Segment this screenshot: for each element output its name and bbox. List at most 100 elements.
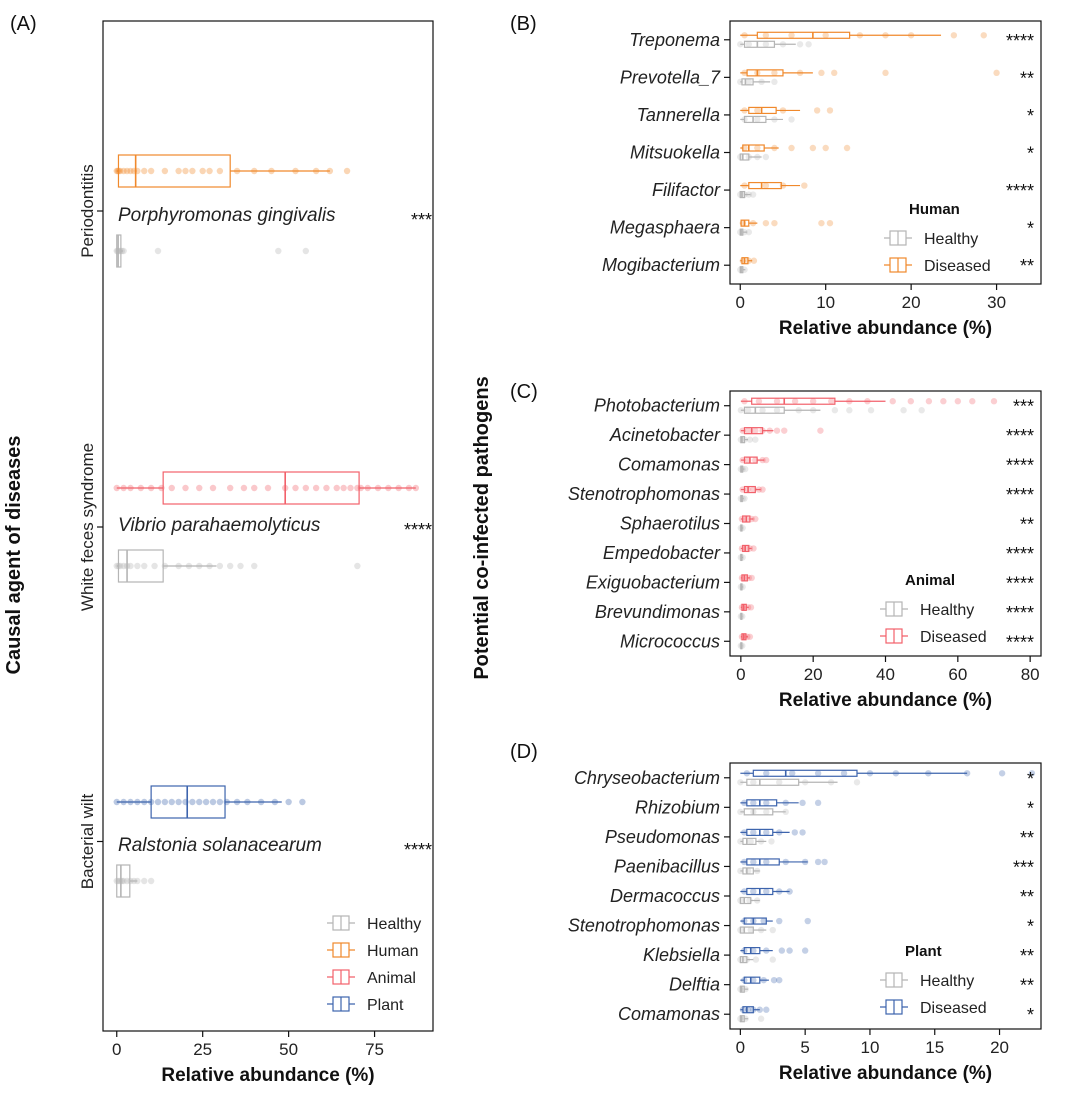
panel-d-klebsiella-significance: ** [1020, 946, 1034, 966]
panel-c-comamonas-diseased-point-4 [762, 456, 770, 464]
panel-b-tannerella-healthy-point-0 [741, 116, 748, 123]
panel-c-empedobacter-significance: **** [1006, 544, 1034, 564]
panel-c-exiguobacterium-diseased-point-2 [745, 574, 753, 582]
panel-c-comamonas-diseased-point-0 [739, 456, 746, 464]
panel-d-chryseobacterium-label: Chryseobacterium [574, 768, 720, 788]
panel-a-legend-label-healthy: Healthy [367, 916, 421, 933]
panel-d-comamonas-diseased-point-3 [756, 1006, 764, 1013]
panel-d-pseudomonas-diseased-point-2 [763, 829, 770, 836]
panel-c-empedobacter-diseased-point-2 [746, 545, 754, 552]
panel-c-micrococcus-diseased-point-1 [741, 633, 748, 640]
panel-c-brevundimonas-diseased-point-2 [744, 604, 752, 611]
panel-b-treponema-diseased-point-5 [882, 32, 889, 39]
panel-b-prevotella-7-healthy-point-1 [745, 78, 752, 86]
panel-d-stenotrophomonas-healthy-point-1 [747, 926, 754, 934]
panel-c-acinetobacter-diseased-point-3 [759, 427, 766, 434]
panel-a-white-feces-syndrome-healthy-point-11 [185, 562, 193, 570]
panel-d-chryseobacterium-significance: * [1027, 769, 1034, 789]
panel-c-micrococcus-healthy-point-0 [737, 642, 745, 649]
panel-d-delftia-diseased-point-2 [760, 976, 767, 984]
panel-c-sphaerotilus-diseased-point-3 [752, 515, 759, 523]
panel-d-rhizobium-diseased-box [746, 799, 778, 807]
panel-b-mogibacterium-healthy-point-1 [741, 266, 748, 273]
panel-d-klebsiella-diseased-point-2 [763, 947, 770, 954]
panel-b-mitsuokella-diseased-point-3 [788, 144, 795, 152]
panel-d-chryseobacterium-healthy-point-4 [827, 779, 835, 786]
panel-a-chart: 0 25 50 75 Relative abundance (%) Periodontit… [78, 20, 434, 1086]
panel-a-periodontitis-healthy-point-1 [114, 247, 121, 255]
panel-d-chryseobacterium-healthy-box [746, 778, 800, 786]
panel-c-acinetobacter-diseased-point-0 [739, 427, 746, 434]
panel-a-periodontitis-healthy-point-2 [115, 247, 123, 255]
panel-c-comamonas-diseased-point-1 [744, 456, 752, 464]
panel-a-bacterial-wilt-diseased-point-19 [257, 798, 265, 806]
panel-d-delftia-diseased-point-4 [776, 976, 783, 984]
panel-d-chryseobacterium-diseased-point-4 [840, 770, 848, 777]
panel-d-x-tick-label-0: 0 [736, 1038, 745, 1057]
panel-d-comamonas-healthy-point-0 [737, 1015, 744, 1022]
panel-a-bacterial-wilt-diseased-point-11 [189, 798, 196, 806]
panel-b-treponema-diseased-box [756, 31, 851, 39]
panel-b-treponema-healthy-point-4 [796, 41, 804, 48]
panel-a-white-feces-syndrome-healthy-point-15 [226, 562, 234, 570]
panel-a-bacterial-wilt-diseased-point-1 [120, 798, 127, 806]
panel-c-acinetobacter-diseased-point-2 [752, 427, 759, 434]
panel-b-prevotella-7-diseased-point-7 [993, 69, 1000, 77]
panel-a-periodontitis-diseased-point-22 [312, 167, 320, 175]
panel-a-white-feces-syndrome-diseased-point-5 [158, 484, 165, 492]
panel-a-bacterial-wilt-healthy-box [116, 864, 131, 898]
panel-a-periodontitis-healthy-point-5 [120, 247, 127, 255]
panel-b-tannerella-healthy-point-2 [771, 116, 778, 123]
panel-d-dermacoccus-healthy-point-2 [754, 897, 761, 904]
panel-a-bacterial-wilt-healthy-point-4 [120, 877, 127, 885]
panel-b-filifactor-healthy-point-0 [737, 191, 744, 198]
panel-d-delftia-significance: ** [1020, 976, 1034, 996]
panel-c-comamonas-healthy-point-1 [739, 465, 746, 473]
panel-d-pseudomonas-diseased-point-3 [776, 829, 783, 836]
panel-a-white-feces-syndrome-diseased-point-8 [196, 484, 203, 492]
panel-a-white-feces-syndrome-healthy-point-6 [134, 562, 141, 570]
panel-a-white-feces-syndrome-healthy-point-3 [120, 562, 127, 570]
panel-d-chryseobacterium-diseased-point-10 [1028, 770, 1036, 777]
panel-c-photobacterium-diseased-point-4 [809, 398, 817, 405]
panel-d-x-tick-label-15: 15 [925, 1038, 944, 1057]
panel-c-chart: 0 20 40 60 80 Relative abundance (%) Photobact… [568, 390, 1042, 711]
panel-b-prevotella-7-diseased-point-5 [831, 69, 838, 77]
panel-a-white-feces-syndrome-diseased-point-16 [302, 484, 310, 492]
panel-d-paenibacillus-diseased-box [746, 858, 780, 866]
panel-b-tannerella-significance: * [1027, 106, 1034, 126]
panel-b-prevotella-7-healthy-point-3 [771, 78, 778, 86]
panel-a-white-feces-syndrome-diseased-point-18 [323, 484, 330, 492]
panel-c-legend-label-diseased: Diseased [920, 629, 987, 646]
panel-a-white-feces-syndrome-healthy-point-9 [161, 562, 169, 570]
panel-c-stenotrophomonas-significance: **** [1006, 485, 1034, 505]
panel-a-white-feces-syndrome-diseased-point-19 [333, 484, 340, 492]
panel-c-photobacterium-healthy-point-2 [759, 407, 766, 414]
panel-c-acinetobacter-healthy-point-2 [746, 436, 754, 443]
panel-d-chryseobacterium-healthy-point-5 [853, 779, 861, 786]
panel-d-pseudomonas-healthy-point-2 [757, 838, 765, 845]
panel-c-photobacterium-healthy-point-10 [918, 407, 925, 414]
panel-c-micrococcus-diseased-point-3 [746, 633, 754, 640]
panel-d-rhizobium-diseased-point-1 [750, 799, 757, 807]
panel-c-photobacterium-healthy-point-4 [795, 407, 802, 414]
panel-b-mitsuokella-healthy-point-0 [737, 153, 744, 161]
panel-a-periodontitis-diseased-point-15 [199, 167, 206, 175]
panel-c-photobacterium-healthy-point-3 [773, 407, 781, 414]
panel-c-acinetobacter-diseased-point-5 [773, 427, 781, 434]
panel-a-bacterial-wilt-diseased-box [150, 785, 226, 819]
panel-a-white-feces-syndrome-diseased-point-24 [364, 484, 371, 492]
panel-a-bacterial-wilt-diseased-point-3 [134, 798, 141, 806]
panel-d-rhizobium-diseased-point-4 [799, 799, 806, 807]
panel-c-acinetobacter-label: Acinetobacter [609, 425, 721, 445]
panel-d-paenibacillus-diseased-point-2 [763, 858, 770, 866]
panel-b-legend-label-diseased: Diseased [924, 258, 991, 275]
panel-b-mogibacterium-label: Mogibacterium [602, 255, 720, 275]
panel-b-treponema-diseased-point-6 [907, 32, 915, 39]
panel-c-brevundimonas-label: Brevundimonas [595, 602, 720, 622]
panel-c-brevundimonas-diseased-point-1 [741, 604, 748, 611]
panel-b-prevotella-7-diseased-point-0 [741, 69, 748, 77]
panel-a-periodontitis-diseased-point-7 [130, 167, 138, 175]
panel-c-comamonas-diseased-point-3 [759, 456, 766, 464]
panel-a-periodontitis-diseased-point-5 [123, 167, 131, 175]
